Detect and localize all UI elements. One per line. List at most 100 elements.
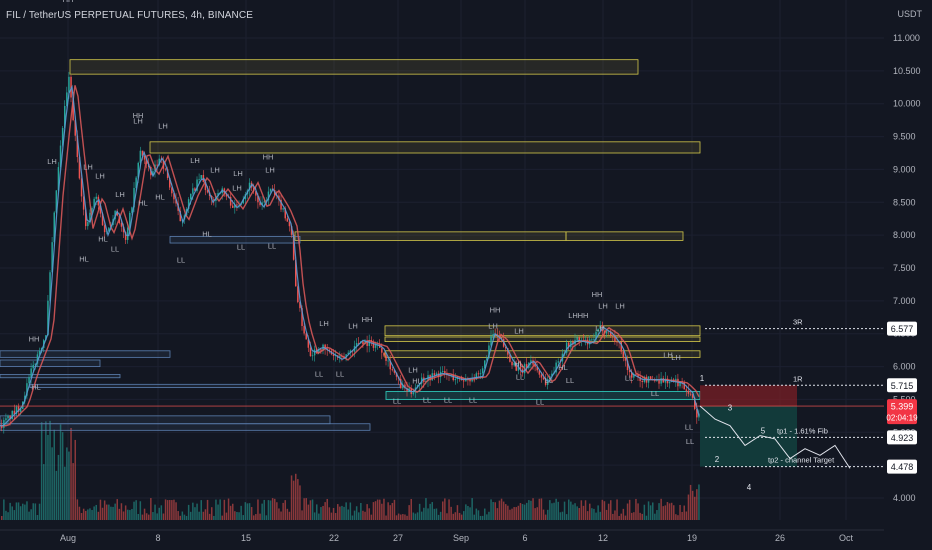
volume-bar <box>603 501 606 520</box>
volume-bar <box>421 511 423 520</box>
candle-body <box>519 366 522 370</box>
candle-body <box>513 362 515 366</box>
volume-bar <box>664 505 667 520</box>
swing-label: LH <box>265 166 275 175</box>
candle-body <box>108 227 110 232</box>
volume-bar <box>274 498 276 520</box>
volume-bar <box>192 502 194 520</box>
volume-bar <box>605 509 608 520</box>
swing-label: LL <box>536 398 544 407</box>
volume-bar <box>614 510 616 520</box>
volume-bar <box>43 464 45 520</box>
volume-bar <box>544 514 547 520</box>
candle-body <box>187 199 190 209</box>
swing-label: HH <box>578 311 589 320</box>
volume-bar <box>662 506 664 520</box>
volume-bar <box>400 514 402 520</box>
candles <box>1 71 700 434</box>
level-price-tag: 5.715 <box>891 381 914 391</box>
volume-bar <box>435 508 438 520</box>
volume-bar <box>278 508 280 520</box>
volume-bar <box>133 501 135 520</box>
price-tick-label: 11.000 <box>893 33 920 43</box>
volume-bar <box>269 500 272 520</box>
candle-body <box>683 382 685 390</box>
candle-body <box>442 371 444 372</box>
candle-body <box>179 210 181 222</box>
volume-bar <box>3 499 5 520</box>
volume-bar <box>540 498 543 520</box>
volume-bar <box>448 499 450 520</box>
volume-bar <box>635 498 637 520</box>
swing-label: LH <box>232 183 242 192</box>
volume-bar <box>148 514 150 520</box>
target-level-label: tp1 - 1.61% Fib <box>777 426 828 435</box>
candle-body <box>38 350 41 355</box>
time-tick-label: Aug <box>60 533 76 543</box>
volume-bar <box>156 513 158 520</box>
candle-body <box>610 331 612 336</box>
candle-body <box>471 379 473 382</box>
time-tick-label: 26 <box>775 533 785 543</box>
candle-body <box>164 168 167 170</box>
volume-bar <box>311 499 314 520</box>
volume-bar <box>120 503 123 520</box>
volume-bar <box>513 507 515 520</box>
volume-bar <box>53 429 55 520</box>
volume-bar <box>412 512 415 520</box>
candle-body <box>166 169 169 179</box>
volume-bar <box>280 511 282 520</box>
volume-bar <box>362 510 364 520</box>
candle-body <box>481 368 484 374</box>
candle-body <box>3 420 5 428</box>
candle-body <box>685 389 688 391</box>
candle-body <box>51 242 53 273</box>
demand-zone <box>0 350 171 358</box>
candle-body <box>137 162 139 178</box>
candle-body <box>290 226 293 235</box>
volume-bar <box>227 498 230 520</box>
candle-body <box>509 354 511 362</box>
target-level-label: 3R <box>793 318 803 327</box>
candle-body <box>500 337 503 339</box>
volume-bar <box>589 503 591 520</box>
volume-bar <box>19 506 22 520</box>
volume-bar <box>553 502 555 520</box>
candle-body <box>694 397 696 409</box>
volume-bar <box>68 451 70 520</box>
volume-bar <box>582 505 585 520</box>
candle-body <box>190 193 192 200</box>
candle-body <box>660 378 662 384</box>
volume-bar <box>530 500 532 520</box>
candle-body <box>257 195 259 203</box>
swing-label: LH <box>514 327 524 336</box>
volume-bar <box>200 500 202 520</box>
volume-bar <box>568 499 570 520</box>
candle-body <box>637 374 639 378</box>
volume-bar <box>505 504 507 520</box>
volume-bar <box>225 512 228 520</box>
volume-bar <box>162 513 165 520</box>
level-price-tag: 4.478 <box>891 462 914 472</box>
swing-label: HL <box>412 377 422 386</box>
candle-body <box>194 188 196 191</box>
candle-body <box>120 223 123 227</box>
volume-bar <box>99 499 102 520</box>
volume-bar <box>173 499 175 520</box>
volume-bar <box>1 515 3 520</box>
candle-body <box>505 346 507 349</box>
volume-bar <box>213 515 215 520</box>
swing-label: LL <box>315 369 323 378</box>
volume-bar <box>17 502 20 520</box>
volume-bar <box>402 514 404 520</box>
volume-bar <box>74 439 76 520</box>
candle-body <box>689 393 692 395</box>
level-price-tag: 6.577 <box>891 324 914 334</box>
volume-bar <box>59 424 62 520</box>
candle-body <box>158 158 160 165</box>
volume-bar <box>593 508 595 520</box>
demand-zone <box>29 383 401 389</box>
swing-label: LL <box>111 245 119 254</box>
candle-body <box>668 382 671 384</box>
